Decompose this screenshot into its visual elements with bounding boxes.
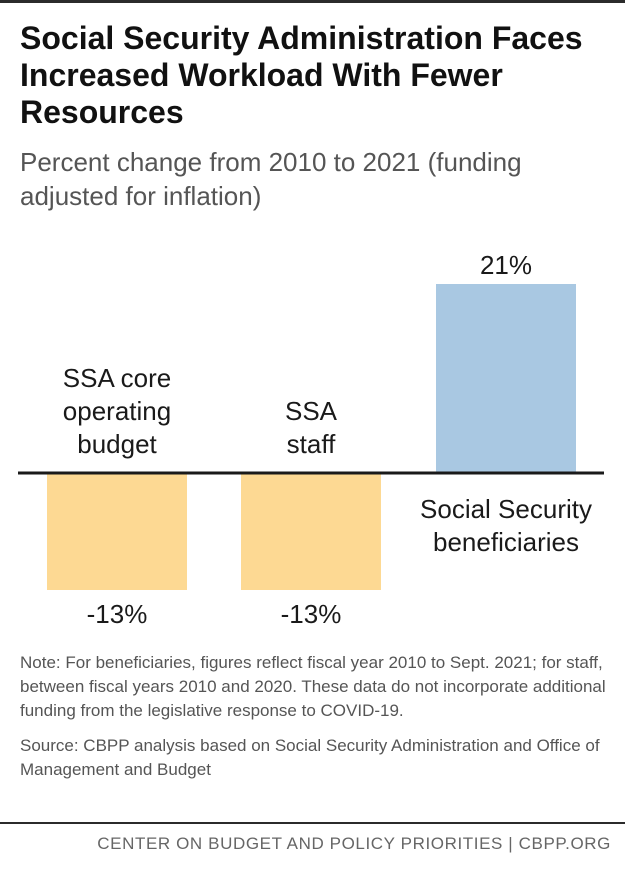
category-label-0-0: SSA core — [63, 363, 171, 393]
value-label-2: 21% — [480, 250, 532, 280]
bar-0 — [47, 473, 187, 590]
top-rule — [0, 0, 625, 3]
footer-credit: CENTER ON BUDGET AND POLICY PRIORITIES |… — [97, 834, 611, 853]
bottom-rule — [0, 822, 625, 824]
chart-title: Social Security Administration Faces Inc… — [20, 20, 583, 130]
chart-note: Note: For beneficiaries, figures reflect… — [20, 653, 606, 720]
bar-1 — [241, 473, 381, 590]
category-label-0-2: budget — [77, 429, 157, 459]
category-label-2-0: Social Security — [420, 494, 592, 524]
notes-block: Note: For beneficiaries, figures reflect… — [20, 651, 610, 782]
value-label-1: -13% — [281, 599, 342, 629]
chart-source: Source: CBPP analysis based on Social Se… — [20, 736, 600, 779]
category-label-1-1: staff — [287, 429, 336, 459]
category-label-0-1: operating — [63, 396, 171, 426]
chart-subtitle: Percent change from 2010 to 2021 (fundin… — [20, 147, 522, 211]
category-label-1-0: SSA — [285, 396, 338, 426]
bar-2 — [436, 284, 576, 473]
category-label-2-1: beneficiaries — [433, 527, 579, 557]
value-label-0: -13% — [87, 599, 148, 629]
